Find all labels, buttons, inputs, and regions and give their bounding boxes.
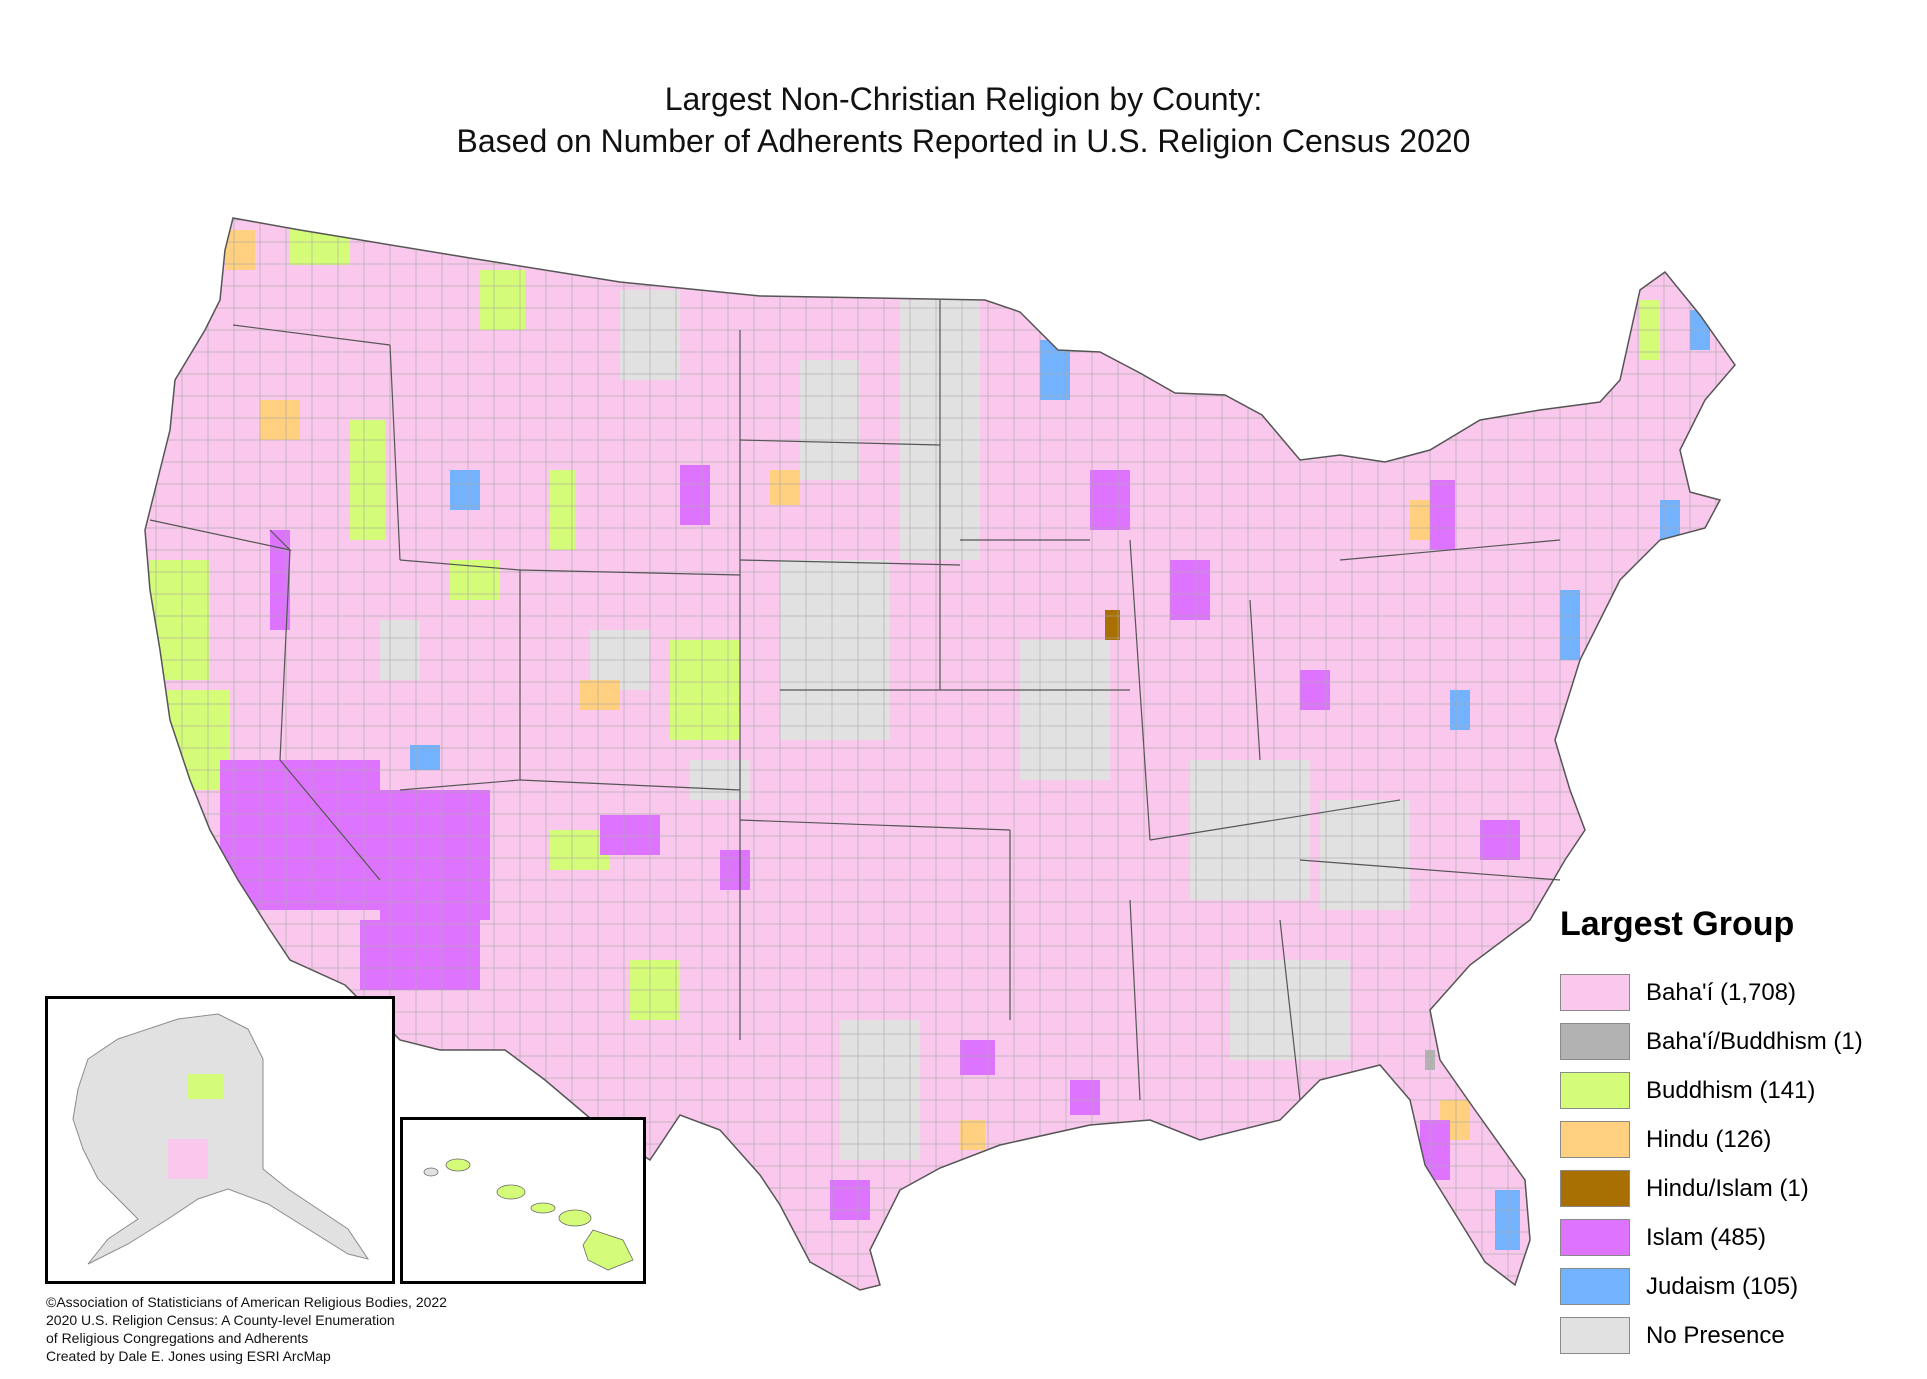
hawaii-island-molokai	[530, 1202, 556, 1214]
legend-item-islam: Islam (485)	[1560, 1213, 1920, 1262]
legend-swatch-bahai-buddhism	[1560, 1023, 1630, 1060]
hawaii-island-big-island	[582, 1229, 634, 1271]
map-title-line-1: Largest Non-Christian Religion by County…	[664, 81, 1263, 117]
state-line-al-ga	[1279, 919, 1301, 1101]
map-title-line-2: Based on Number of Adherents Reported in…	[456, 123, 1471, 159]
legend: Largest Group Baha'í (1,708) Baha'í/Budd…	[1560, 905, 1920, 1360]
legend-item-bahai-buddhism: Baha'í/Buddhism (1)	[1560, 1017, 1920, 1066]
hawaii-island-maui	[558, 1209, 592, 1227]
credit-line-2: 2020 U.S. Religion Census: A County-leve…	[46, 1312, 395, 1328]
hawaii-island-niihau	[445, 1158, 471, 1172]
state-line-ms-al	[1129, 899, 1141, 1101]
state-line-pa-ny	[1339, 539, 1561, 561]
legend-title: Largest Group	[1560, 905, 1795, 943]
credit-line-3: of Religious Congregations and Adherents	[46, 1330, 309, 1346]
hawaii-map	[423, 1158, 634, 1271]
alaska-buddhism-region	[188, 1074, 223, 1099]
state-line-nd-sd	[739, 439, 941, 446]
state-line-ca-nv	[279, 549, 381, 881]
legend-label-hindu-islam: Hindu/Islam (1)	[1646, 1174, 1809, 1202]
state-line-il	[1129, 539, 1151, 841]
state-line-id-west	[389, 344, 401, 561]
state-line-tn-ky	[1149, 799, 1401, 841]
legend-label-bahai: Baha'í (1,708)	[1646, 978, 1797, 1006]
legend-item-hindu-islam: Hindu/Islam (1)	[1560, 1164, 1920, 1213]
alaska-landmass	[72, 1013, 370, 1265]
credit-line-4: Created by Dale E. Jones using ESRI ArcM…	[46, 1348, 331, 1364]
state-line-in-oh	[1249, 599, 1261, 761]
legend-label-buddhism: Buddhism (141)	[1646, 1076, 1816, 1104]
alaska-inset	[45, 996, 395, 1284]
state-line-wy-co	[519, 569, 741, 576]
legend-item-buddhism: Buddhism (141)	[1560, 1066, 1920, 1115]
legend-swatch-no-presence	[1560, 1317, 1630, 1354]
map-title: Largest Non-Christian Religion by County…	[0, 78, 1927, 162]
state-line-nv-ut	[399, 559, 521, 571]
legend-label-no-presence: No Presence	[1646, 1321, 1785, 1349]
legend-item-no-presence: No Presence	[1560, 1311, 1920, 1360]
legend-item-bahai: Baha'í (1,708)	[1560, 968, 1920, 1017]
credits: ©Association of Statisticians of America…	[46, 1293, 447, 1365]
hawaii-island-kauai	[423, 1167, 439, 1177]
legend-item-hindu: Hindu (126)	[1560, 1115, 1920, 1164]
alaska-bahai-region	[168, 1139, 208, 1179]
state-line-wa-or	[232, 324, 391, 346]
legend-swatch-buddhism	[1560, 1072, 1630, 1109]
legend-swatch-islam	[1560, 1219, 1630, 1256]
hawaii-inset	[400, 1117, 646, 1284]
legend-swatch-hindu-islam	[1560, 1170, 1630, 1207]
state-line-nc-sc	[1299, 859, 1561, 881]
state-line-sd-ne	[739, 559, 961, 566]
legend-swatch-judaism	[1560, 1268, 1630, 1305]
legend-item-judaism: Judaism (105)	[1560, 1262, 1920, 1311]
legend-swatch-hindu	[1560, 1121, 1630, 1158]
state-boundaries	[149, 300, 1561, 1101]
credit-line-1: ©Association of Statisticians of America…	[46, 1294, 447, 1310]
state-line-ks-ok	[739, 819, 1011, 831]
hawaii-island-oahu	[496, 1184, 526, 1200]
legend-label-hindu: Hindu (126)	[1646, 1125, 1772, 1153]
legend-label-bahai-buddhism: Baha'í/Buddhism (1)	[1646, 1027, 1863, 1055]
alaska-map	[72, 1013, 370, 1265]
legend-label-judaism: Judaism (105)	[1646, 1272, 1799, 1300]
legend-swatch-bahai	[1560, 974, 1630, 1011]
legend-label-islam: Islam (485)	[1646, 1223, 1767, 1251]
